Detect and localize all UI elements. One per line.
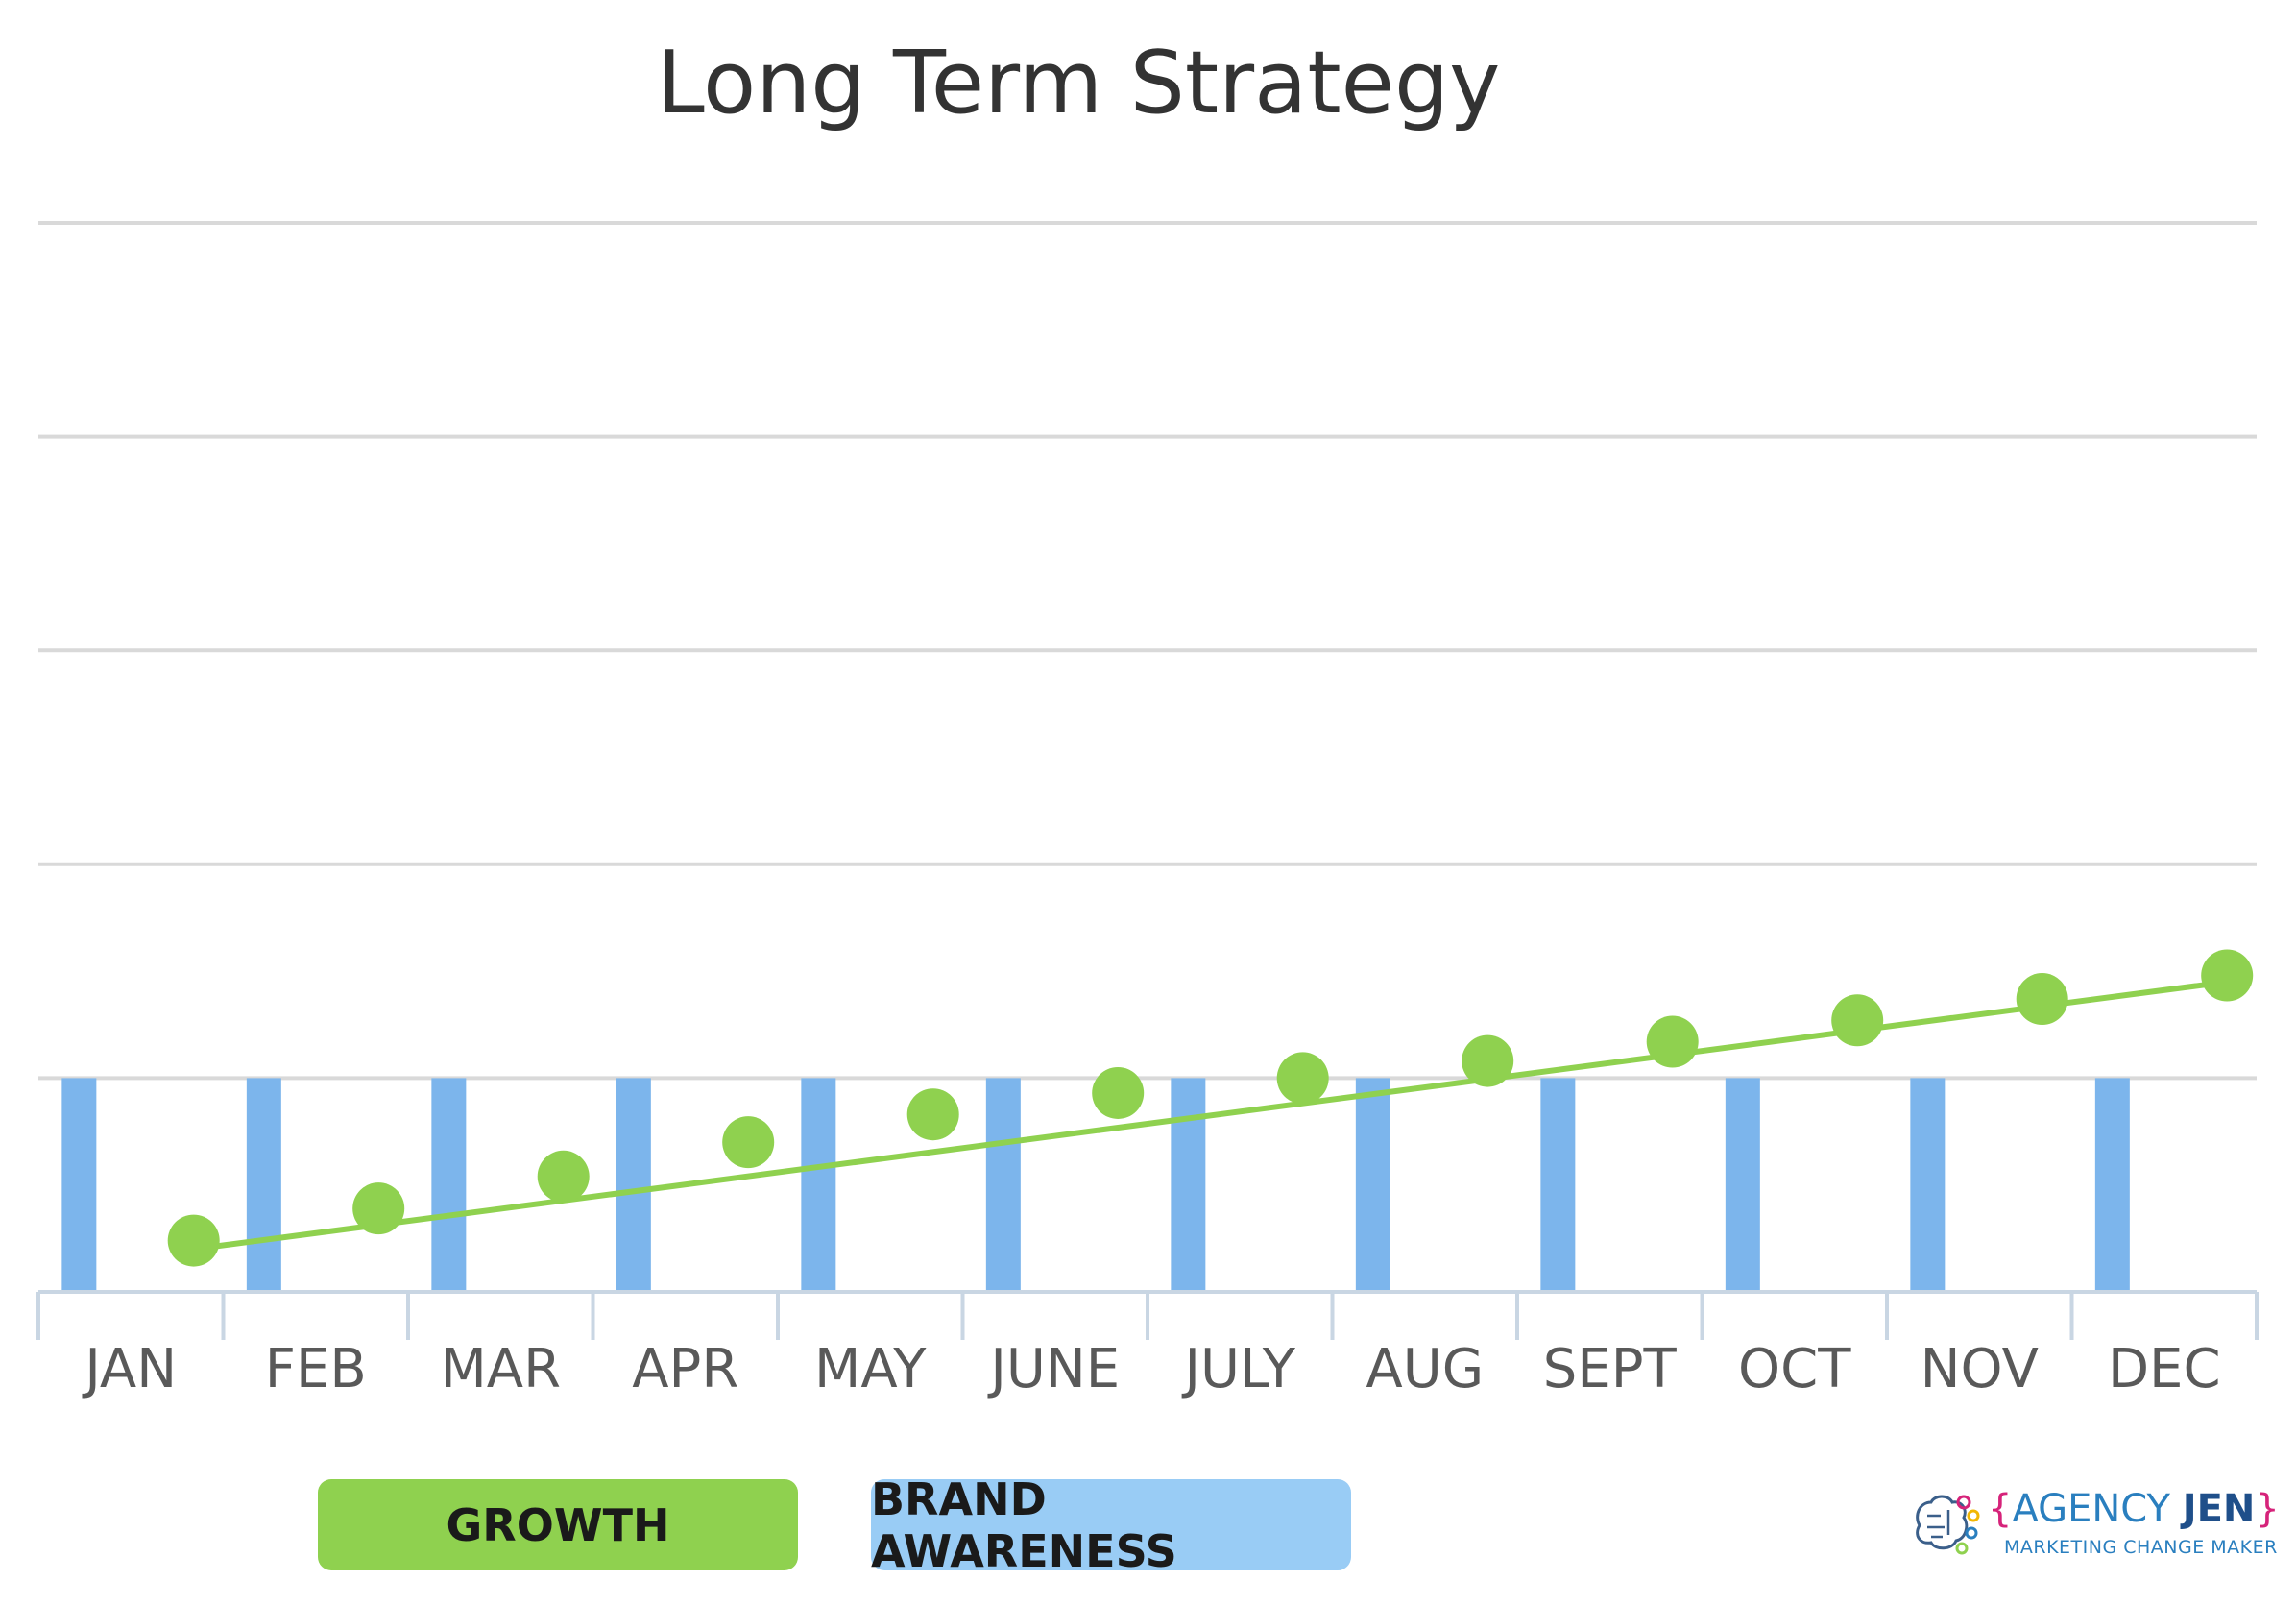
x-tick-label: JUNE <box>987 1338 1120 1400</box>
x-tick-labels: JAN FEB MAR APR MAY JUNE JULY AUG SEPT OCT NOV DEC <box>82 1338 2220 1400</box>
growth-trendline <box>193 979 2228 1253</box>
chart-title: Long Term Strategy <box>657 33 1501 134</box>
x-tick-label: DEC <box>2108 1338 2221 1400</box>
x-tick-label: MAR <box>440 1338 561 1400</box>
gridlines <box>38 221 2257 1081</box>
logo-name-jen: JEN <box>2182 1487 2256 1531</box>
growth-point-oct <box>1831 994 1884 1047</box>
bar-may <box>801 1078 836 1292</box>
growth-point-jan <box>167 1214 220 1267</box>
bar-july <box>1171 1078 1206 1292</box>
bar-series <box>61 1078 2130 1292</box>
bar-sept <box>1540 1078 1576 1292</box>
bar-apr <box>616 1078 651 1292</box>
bar-oct <box>1725 1078 1760 1292</box>
bar-nov <box>1910 1078 1946 1292</box>
x-tick-label: OCT <box>1738 1338 1851 1400</box>
bar-dec <box>2094 1078 2130 1292</box>
logo-wordmark: {AGENCY JEN} <box>1988 1487 2280 1531</box>
growth-point-mar <box>537 1150 590 1203</box>
bar-jan <box>61 1078 97 1292</box>
growth-series <box>167 949 2254 1267</box>
x-tick-label: FEB <box>265 1338 367 1400</box>
bar-aug <box>1355 1078 1390 1292</box>
logo-name-agency: AGENCY <box>2012 1487 2183 1531</box>
logo-tagline: MARKETING CHANGE MAKER <box>2004 1537 2278 1558</box>
growth-point-june <box>1092 1066 1145 1119</box>
logo-brace-open: { <box>1988 1487 2013 1531</box>
growth-point-sept <box>1646 1015 1699 1068</box>
x-tick-label: MAY <box>814 1338 927 1400</box>
x-tick-label: NOV <box>1921 1338 2039 1400</box>
brain-icon <box>1916 1495 1980 1555</box>
growth-point-july <box>1276 1052 1329 1105</box>
growth-point-aug <box>1462 1034 1514 1087</box>
x-tick-label: AUG <box>1366 1338 1484 1400</box>
x-tick-label: SEPT <box>1543 1338 1678 1400</box>
bar-feb <box>246 1078 281 1292</box>
x-axis <box>36 1290 2259 1340</box>
legend-growth: GROWTH <box>318 1479 798 1570</box>
x-tick-label: JULY <box>1182 1338 1296 1400</box>
x-tick-label: APR <box>632 1338 738 1400</box>
bar-june <box>985 1078 1021 1292</box>
growth-point-nov <box>2016 973 2068 1026</box>
growth-point-may <box>906 1088 959 1141</box>
logo-brace-close: } <box>2255 1487 2280 1531</box>
growth-point-feb <box>352 1182 405 1235</box>
x-tick-label: JAN <box>82 1338 177 1400</box>
legend-brand-awareness: BRAND AWARENESS <box>871 1473 1351 1577</box>
bar-mar <box>431 1078 467 1292</box>
growth-point-apr <box>722 1116 775 1169</box>
growth-point-dec <box>2201 949 2254 1002</box>
agency-jen-logo: {AGENCY JEN} MARKETING CHANGE MAKER <box>1906 1487 2281 1564</box>
